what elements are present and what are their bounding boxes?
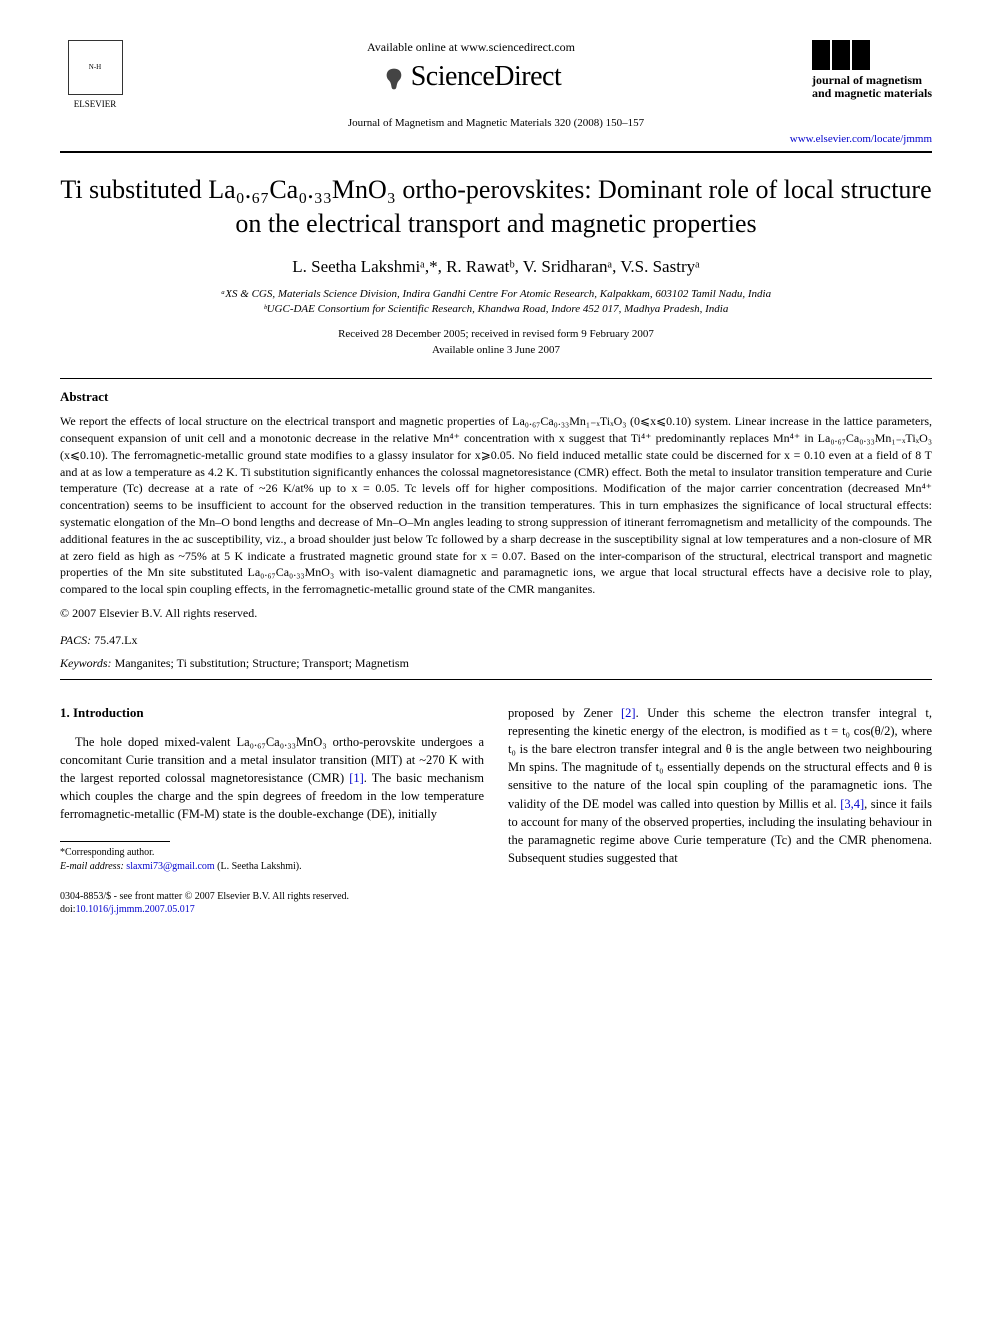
page-header: N-H ELSEVIER Available online at www.sci… <box>60 40 932 109</box>
intro-heading: 1. Introduction <box>60 704 484 723</box>
elsevier-tree-icon: N-H <box>68 40 123 95</box>
pacs-line: PACS: 75.47.Lx <box>60 633 932 648</box>
abstract-top-rule <box>60 378 932 379</box>
email-footnote: E-mail address: slaxmi73@gmail.com (L. S… <box>60 860 484 874</box>
keywords-label: Keywords: <box>60 656 112 670</box>
article-dates: Received 28 December 2005; received in r… <box>60 327 932 358</box>
sciencedirect-icon <box>381 66 407 92</box>
online-date: Available online 3 June 2007 <box>60 343 932 358</box>
affiliation-b: ᵇUGC-DAE Consortium for Scientific Resea… <box>60 302 932 317</box>
email-link[interactable]: slaxmi73@gmail.com <box>126 861 214 872</box>
authors: L. Seetha Lakshmiᵃ,*, R. Rawatᵇ, V. Srid… <box>60 257 932 277</box>
intro-para-right: proposed by Zener [2]. Under this scheme… <box>508 704 932 867</box>
elsevier-label: ELSEVIER <box>60 99 130 109</box>
pacs-value: 75.47.Lx <box>94 633 137 647</box>
journal-logo: journal of magnetism and magnetic materi… <box>812 40 932 100</box>
journal-logo-name: journal of magnetism and magnetic materi… <box>812 74 932 100</box>
abstract-text: We report the effects of local structure… <box>60 413 932 598</box>
abstract-heading: Abstract <box>60 389 932 405</box>
sciencedirect-brand: ScienceDirect <box>130 61 812 93</box>
corresponding-footnote: *Corresponding author. <box>60 846 484 860</box>
right-column: proposed by Zener [2]. Under this scheme… <box>508 704 932 874</box>
journal-stripes-icon <box>812 40 932 70</box>
center-header: Available online at www.sciencedirect.co… <box>130 40 812 93</box>
available-online-text: Available online at www.sciencedirect.co… <box>130 40 812 55</box>
footer-doi-line: doi:10.1016/j.jmmm.2007.05.017 <box>60 903 932 916</box>
ref-link-2[interactable]: [2] <box>621 706 636 720</box>
body-columns: 1. Introduction The hole doped mixed-val… <box>60 704 932 874</box>
keywords-line: Keywords: Manganites; Ti substitution; S… <box>60 656 932 671</box>
email-name: (L. Seetha Lakshmi). <box>217 861 301 872</box>
article-title: Ti substituted La₀.₆₇Ca₀.₃₃MnO₃ ortho-pe… <box>60 173 932 241</box>
affiliations: ᵃXS & CGS, Materials Science Division, I… <box>60 287 932 318</box>
ref-link-34[interactable]: [3,4] <box>840 797 864 811</box>
footer-info: 0304-8853/$ - see front matter © 2007 El… <box>60 890 932 916</box>
ref-link-1[interactable]: [1] <box>349 771 364 785</box>
copyright: © 2007 Elsevier B.V. All rights reserved… <box>60 606 932 621</box>
doi-label: doi: <box>60 904 76 915</box>
footer-line1: 0304-8853/$ - see front matter © 2007 El… <box>60 890 932 903</box>
received-date: Received 28 December 2005; received in r… <box>60 327 932 342</box>
header-rule <box>60 151 932 153</box>
elsevier-logo: N-H ELSEVIER <box>60 40 130 109</box>
intro-para-left: The hole doped mixed-valent La₀.₆₇Ca₀.₃₃… <box>60 733 484 824</box>
doi-link[interactable]: 10.1016/j.jmmm.2007.05.017 <box>76 904 195 915</box>
journal-link[interactable]: www.elsevier.com/locate/jmmm <box>60 133 932 145</box>
email-label: E-mail address: <box>60 861 124 872</box>
pacs-label: PACS: <box>60 633 91 647</box>
journal-reference: Journal of Magnetism and Magnetic Materi… <box>60 117 932 129</box>
abstract-bottom-rule <box>60 679 932 680</box>
keywords-value: Manganites; Ti substitution; Structure; … <box>115 656 409 670</box>
left-column: 1. Introduction The hole doped mixed-val… <box>60 704 484 874</box>
affiliation-a: ᵃXS & CGS, Materials Science Division, I… <box>60 287 932 302</box>
footnote-separator <box>60 841 170 842</box>
